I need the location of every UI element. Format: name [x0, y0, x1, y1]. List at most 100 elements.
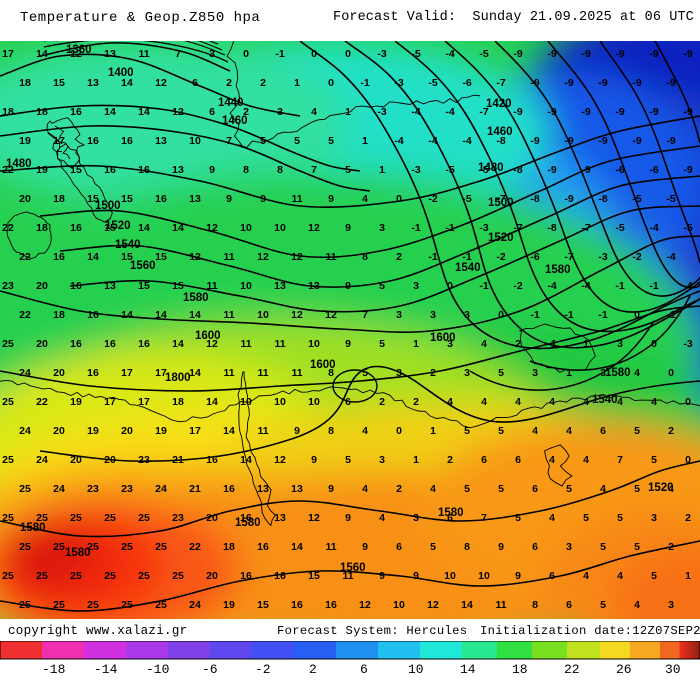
svg-text:25: 25 — [2, 570, 14, 582]
svg-text:13: 13 — [291, 483, 303, 495]
svg-text:-6: -6 — [649, 164, 658, 176]
svg-text:14: 14 — [461, 599, 473, 611]
svg-text:25: 25 — [2, 512, 14, 524]
svg-text:-3: -3 — [479, 222, 488, 234]
svg-text:25: 25 — [19, 483, 31, 495]
svg-text:9: 9 — [345, 280, 351, 292]
svg-text:11: 11 — [325, 541, 336, 553]
svg-text:4: 4 — [515, 396, 521, 408]
svg-text:13: 13 — [308, 280, 320, 292]
svg-text:24: 24 — [53, 483, 65, 495]
svg-text:5: 5 — [498, 483, 504, 495]
svg-text:4: 4 — [430, 483, 436, 495]
svg-text:25: 25 — [70, 570, 82, 582]
svg-text:10: 10 — [308, 338, 320, 350]
svg-text:9: 9 — [345, 222, 351, 234]
svg-text:-9: -9 — [649, 48, 658, 60]
svg-text:25: 25 — [2, 396, 14, 408]
svg-text:-1: -1 — [615, 280, 624, 292]
svg-text:5: 5 — [634, 425, 640, 437]
svg-text:25: 25 — [104, 570, 116, 582]
svg-text:6: 6 — [600, 425, 606, 437]
svg-text:4: 4 — [362, 193, 368, 205]
svg-text:25: 25 — [155, 599, 167, 611]
svg-text:13: 13 — [104, 48, 116, 60]
svg-text:10: 10 — [393, 599, 405, 611]
svg-text:16: 16 — [223, 483, 235, 495]
svg-text:0: 0 — [345, 48, 351, 60]
svg-text:14: 14 — [138, 222, 150, 234]
svg-text:2: 2 — [413, 396, 419, 408]
svg-text:9: 9 — [311, 454, 317, 466]
svg-text:1580: 1580 — [183, 292, 209, 304]
svg-text:-1: -1 — [462, 251, 471, 263]
svg-text:-6: -6 — [615, 164, 624, 176]
svg-text:5: 5 — [345, 454, 351, 466]
svg-text:24: 24 — [19, 425, 31, 437]
svg-text:-2: -2 — [428, 193, 437, 205]
svg-text:4: 4 — [549, 396, 555, 408]
svg-text:5: 5 — [379, 338, 385, 350]
svg-text:10: 10 — [444, 570, 456, 582]
svg-text:-4: -4 — [428, 135, 437, 147]
svg-text:12: 12 — [427, 599, 439, 611]
svg-text:5: 5 — [498, 367, 504, 379]
svg-text:24: 24 — [36, 454, 48, 466]
svg-text:4: 4 — [583, 454, 589, 466]
svg-text:11: 11 — [206, 280, 217, 292]
svg-text:3: 3 — [668, 599, 674, 611]
svg-text:14: 14 — [189, 309, 201, 321]
svg-text:-8: -8 — [598, 193, 607, 205]
svg-text:-9: -9 — [513, 48, 522, 60]
svg-text:-9: -9 — [683, 48, 692, 60]
svg-text:-7: -7 — [479, 106, 488, 118]
svg-text:20: 20 — [36, 338, 48, 350]
svg-text:12: 12 — [206, 222, 218, 234]
svg-text:-9: -9 — [547, 164, 556, 176]
svg-text:2: 2 — [226, 77, 232, 89]
svg-text:20: 20 — [206, 512, 218, 524]
svg-text:0: 0 — [498, 309, 504, 321]
svg-text:4: 4 — [600, 483, 606, 495]
svg-text:4: 4 — [362, 425, 368, 437]
svg-text:12: 12 — [70, 48, 82, 60]
svg-text:25: 25 — [104, 512, 116, 524]
svg-text:12: 12 — [325, 309, 337, 321]
svg-text:5: 5 — [328, 135, 334, 147]
svg-text:5: 5 — [617, 512, 623, 524]
svg-text:16: 16 — [87, 135, 99, 147]
svg-text:14: 14 — [172, 222, 184, 234]
svg-text:16: 16 — [121, 135, 133, 147]
svg-text:5: 5 — [464, 483, 470, 495]
svg-text:4: 4 — [447, 396, 453, 408]
svg-text:13: 13 — [155, 135, 167, 147]
svg-text:3: 3 — [447, 338, 453, 350]
svg-text:5: 5 — [379, 280, 385, 292]
svg-text:25: 25 — [87, 541, 99, 553]
svg-text:5: 5 — [600, 541, 606, 553]
svg-text:2: 2 — [668, 541, 674, 553]
svg-text:25: 25 — [155, 541, 167, 553]
svg-text:13: 13 — [257, 483, 269, 495]
svg-text:0: 0 — [634, 309, 640, 321]
svg-text:25: 25 — [53, 541, 65, 553]
svg-text:8: 8 — [328, 425, 334, 437]
svg-text:14: 14 — [223, 425, 235, 437]
svg-text:-9: -9 — [632, 135, 641, 147]
svg-text:1: 1 — [566, 367, 572, 379]
svg-text:4: 4 — [651, 396, 657, 408]
svg-text:8: 8 — [328, 367, 334, 379]
svg-text:16: 16 — [70, 280, 82, 292]
svg-text:16: 16 — [240, 570, 252, 582]
svg-text:15: 15 — [121, 193, 133, 205]
svg-text:-9: -9 — [581, 48, 590, 60]
svg-text:9: 9 — [209, 164, 215, 176]
svg-text:-4: -4 — [445, 48, 454, 60]
svg-text:1440: 1440 — [218, 97, 244, 109]
svg-text:3: 3 — [413, 280, 419, 292]
svg-text:14: 14 — [206, 396, 218, 408]
svg-text:1: 1 — [430, 425, 436, 437]
svg-text:7: 7 — [311, 164, 317, 176]
svg-text:14: 14 — [155, 309, 167, 321]
svg-text:0: 0 — [328, 77, 334, 89]
